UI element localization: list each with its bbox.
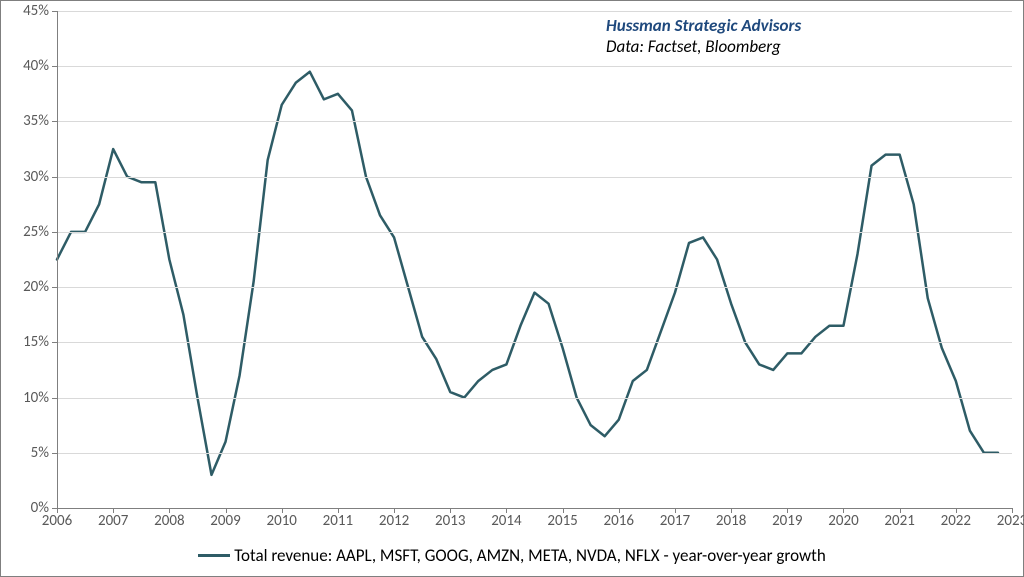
x-axis-label: 2007 (98, 508, 128, 530)
y-axis-label: 15% (23, 333, 57, 351)
gridline (57, 287, 1012, 288)
legend-item: Total revenue: AAPL, MSFT, GOOG, AMZN, M… (198, 545, 826, 566)
y-axis-label: 45% (23, 2, 57, 20)
gridline (57, 66, 1012, 67)
y-axis-label: 40% (23, 57, 57, 75)
chart-attribution: Hussman Strategic Advisors Data: Factset… (606, 15, 801, 57)
x-axis-label: 2011 (323, 508, 353, 530)
x-axis-label: 2013 (435, 508, 465, 530)
legend-line-swatch (198, 554, 230, 557)
revenue-growth-line (57, 72, 998, 475)
x-axis-label: 2014 (491, 508, 521, 530)
y-axis-label: 25% (23, 223, 57, 241)
chart-legend: Total revenue: AAPL, MSFT, GOOG, AMZN, M… (1, 541, 1023, 566)
gridline (57, 453, 1012, 454)
y-axis-label: 10% (23, 389, 57, 407)
attribution-title: Hussman Strategic Advisors (606, 15, 801, 36)
x-axis-label: 2021 (884, 508, 914, 530)
gridline (57, 11, 1012, 12)
x-axis-label: 2010 (266, 508, 296, 530)
y-axis-line (57, 11, 58, 508)
y-axis-label: 35% (23, 112, 57, 130)
plot-area: 0%5%10%15%20%25%30%35%40%45%200620072008… (57, 11, 1012, 508)
x-axis-label: 2019 (772, 508, 802, 530)
gridline (57, 121, 1012, 122)
x-axis-label: 2017 (660, 508, 690, 530)
legend-label: Total revenue: AAPL, MSFT, GOOG, AMZN, M… (234, 545, 826, 566)
x-axis-label: 2022 (941, 508, 971, 530)
x-axis-label: 2020 (828, 508, 858, 530)
x-axis-label: 2006 (42, 508, 72, 530)
line-chart-svg (57, 11, 1012, 508)
x-axis-label: 2015 (547, 508, 577, 530)
y-axis-label: 30% (23, 168, 57, 186)
x-axis-label: 2008 (154, 508, 184, 530)
x-axis-label: 2023 (997, 508, 1024, 530)
y-axis-label: 5% (31, 444, 57, 462)
x-axis-label: 2016 (604, 508, 634, 530)
gridline (57, 177, 1012, 178)
attribution-source: Data: Factset, Bloomberg (606, 36, 801, 57)
gridline (57, 398, 1012, 399)
gridline (57, 232, 1012, 233)
y-axis-label: 20% (23, 278, 57, 296)
x-axis-line (57, 508, 1012, 509)
x-axis-label: 2018 (716, 508, 746, 530)
x-axis-label: 2009 (210, 508, 240, 530)
x-axis-label: 2012 (379, 508, 409, 530)
chart-container: 0%5%10%15%20%25%30%35%40%45%200620072008… (0, 0, 1024, 577)
gridline (57, 342, 1012, 343)
